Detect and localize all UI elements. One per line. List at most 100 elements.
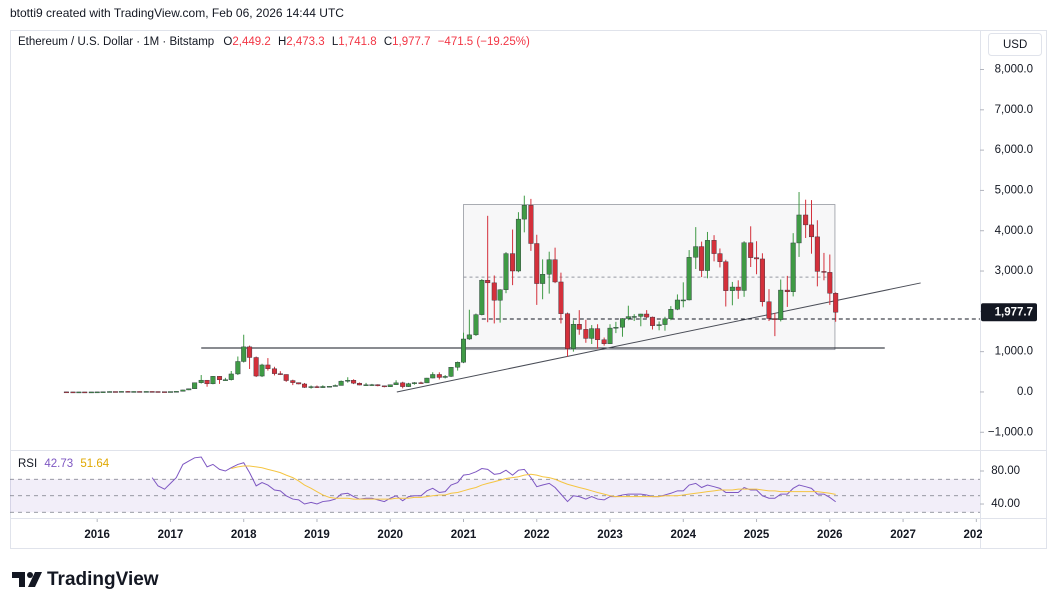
candle-body [137, 391, 143, 393]
candle-body [565, 313, 571, 349]
candle-body [607, 327, 613, 344]
candle-body [455, 362, 461, 368]
candle-body [814, 236, 820, 272]
y-tick-label: 8,000.0 [995, 64, 1033, 76]
candle-body [595, 328, 601, 340]
candle-body [247, 346, 253, 358]
candle-body [345, 380, 351, 382]
candle-body [717, 253, 723, 262]
attribution: btotti9 created with TradingView.com, Fe… [10, 6, 344, 20]
candle-body [790, 242, 796, 292]
candle-body [808, 224, 814, 238]
candle-body [424, 377, 430, 384]
candle-body [619, 318, 625, 328]
candle-body [650, 316, 656, 326]
candle-body [241, 346, 247, 362]
candle-body [583, 329, 589, 339]
x-tick-label: 2023 [597, 529, 623, 541]
candle-body [625, 316, 631, 319]
change: −471.5 (−19.25%) [438, 36, 530, 48]
candle-body [644, 313, 650, 318]
x-tick-label: 2026 [817, 529, 843, 541]
candle-body [491, 282, 497, 301]
candle-body [570, 324, 576, 349]
candle-body [784, 289, 790, 292]
candle-body [118, 391, 124, 393]
candle-body [497, 289, 503, 301]
candle-body [479, 279, 485, 315]
candle-body [411, 382, 417, 384]
symbol-title: Ethereum / U.S. Dollar · 1M · Bitstamp [18, 36, 214, 48]
candle-body [186, 388, 192, 391]
candle-body [400, 382, 406, 387]
candle-body [283, 374, 289, 381]
rsi-value: 42.73 [44, 458, 73, 470]
candle-body [180, 389, 186, 392]
candle-body [149, 391, 155, 393]
logo-mark [12, 572, 25, 587]
candle-body [210, 376, 216, 385]
candle-body [259, 364, 265, 377]
x-tick-label: 2021 [451, 529, 477, 541]
price-axis: 8,000.0 7,000.0 6,000.0 5,000.0 4,000.0 3,000… [980, 64, 1037, 510]
candle-body [754, 257, 760, 260]
candle-body [803, 214, 809, 226]
candle-body [217, 376, 223, 380]
candle-body [436, 374, 442, 378]
candle-body [356, 382, 362, 386]
candle-body [711, 240, 717, 254]
candle-body [418, 382, 424, 384]
candle-body [63, 391, 69, 394]
candle-body [222, 379, 228, 381]
x-tick-label: 2019 [304, 529, 330, 541]
candle-body [741, 242, 747, 291]
candle-body [375, 384, 381, 387]
candle-body [393, 382, 399, 385]
candle-body [94, 391, 100, 394]
candle-body [296, 382, 302, 385]
candle-body [766, 301, 772, 319]
candle-body [198, 379, 204, 383]
candle-body [406, 383, 412, 387]
candle-body [277, 373, 283, 375]
ohlc-value: 2,473.3 [286, 36, 324, 48]
ohlc-prefix: L [332, 36, 339, 48]
candle-body [503, 253, 509, 290]
currency-button[interactable] [988, 33, 1042, 56]
brand-logo: TradingView [12, 569, 159, 590]
candle-body [546, 259, 552, 275]
legend-line: Ethereum / U.S. Dollar · 1M · Bitstamp O… [18, 36, 530, 48]
rsi-legend: RSI 42.73 51.64 [18, 458, 110, 470]
candle-body [656, 324, 662, 326]
candle-body [759, 258, 765, 302]
rsi-ma-value: 51.64 [80, 458, 109, 470]
candle-body [528, 205, 534, 244]
candle-body [772, 318, 778, 320]
candle-body [558, 281, 564, 314]
candle-body [778, 289, 784, 320]
candle-body [290, 380, 296, 383]
candle-body [320, 386, 326, 388]
ohlc-value: 1,741.8 [338, 36, 376, 48]
candle-body [271, 368, 277, 374]
x-tick-label: 2020 [377, 529, 403, 541]
candle-body [228, 373, 234, 380]
candle-body [314, 386, 320, 388]
candle-body [833, 293, 839, 313]
candle-body [70, 391, 76, 394]
candle-body [552, 259, 558, 283]
y-tick-label: 40.00 [991, 498, 1020, 510]
currency: USD [1003, 39, 1027, 51]
candle-body [827, 272, 833, 294]
candle-body [107, 391, 113, 393]
x-tick-label: 2025 [744, 529, 770, 541]
candle-body [204, 379, 210, 385]
y-tick-label: 1,000.0 [995, 346, 1033, 358]
candle-body [473, 314, 479, 336]
candle-body [143, 391, 149, 393]
candle-body [680, 299, 686, 302]
rsi-title: RSI [18, 458, 37, 470]
candle-body [162, 391, 168, 393]
brand-name: TradingView [47, 569, 159, 590]
